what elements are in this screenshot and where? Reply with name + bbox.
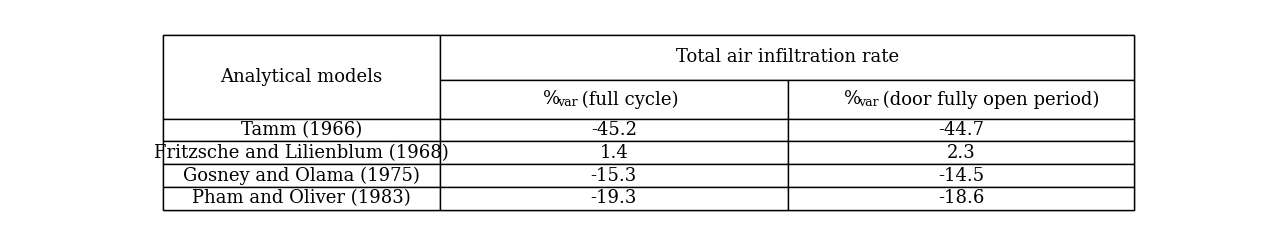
Text: Pham and Oliver (1983): Pham and Oliver (1983)	[192, 189, 411, 207]
Bar	[441, 142, 787, 164]
Text: (full cycle): (full cycle)	[576, 90, 679, 109]
Text: Analytical models: Analytical models	[220, 68, 382, 86]
Bar	[441, 35, 1134, 80]
Text: (door fully open period): (door fully open period)	[877, 90, 1099, 109]
Text: Fritzsche and Lilienblum (1968): Fritzsche and Lilienblum (1968)	[154, 144, 449, 162]
Bar	[441, 164, 787, 187]
Bar	[787, 80, 1134, 119]
Text: var: var	[858, 96, 879, 109]
Bar	[163, 164, 441, 187]
Text: -45.2: -45.2	[591, 121, 637, 139]
Text: Tamm (1966): Tamm (1966)	[241, 121, 362, 139]
Text: -19.3: -19.3	[591, 189, 637, 207]
Bar	[163, 119, 441, 142]
Text: 2.3: 2.3	[947, 144, 976, 162]
Text: Gosney and Olama (1975): Gosney and Olama (1975)	[184, 166, 420, 185]
Bar	[787, 142, 1134, 164]
Text: %: %	[843, 91, 861, 108]
Text: var: var	[557, 96, 579, 109]
Text: -14.5: -14.5	[938, 167, 984, 185]
Text: Total air infiltration rate: Total air infiltration rate	[676, 48, 899, 66]
Text: -15.3: -15.3	[591, 167, 637, 185]
Text: -18.6: -18.6	[938, 189, 984, 207]
Bar	[787, 164, 1134, 187]
Bar	[163, 142, 441, 164]
Bar	[787, 119, 1134, 142]
Text: %: %	[543, 91, 560, 108]
Bar	[163, 35, 441, 119]
Bar	[441, 119, 787, 142]
Bar	[787, 187, 1134, 210]
Text: -44.7: -44.7	[938, 121, 984, 139]
Bar	[441, 187, 787, 210]
Text: 1.4: 1.4	[600, 144, 628, 162]
Bar	[441, 80, 787, 119]
Bar	[163, 187, 441, 210]
